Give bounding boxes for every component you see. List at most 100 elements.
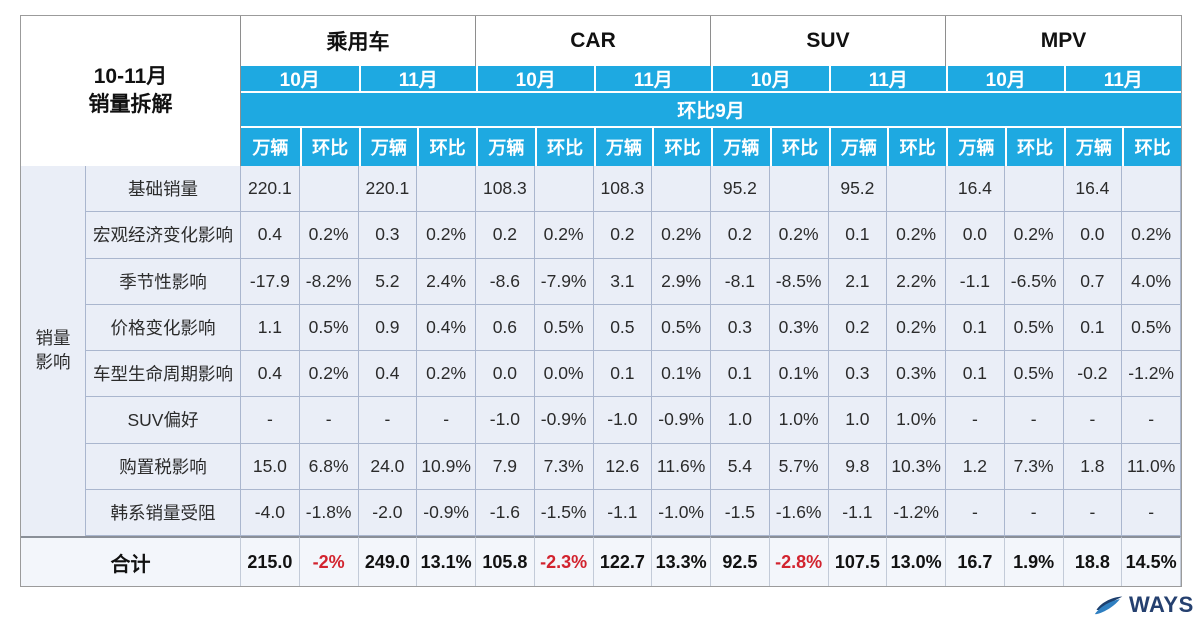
- data-cell: 0.5%: [1122, 304, 1181, 351]
- data-cell: 10.3%: [887, 443, 946, 490]
- subcol-header: 环比: [534, 126, 594, 166]
- data-cell: 0.0%: [534, 351, 594, 398]
- total-cell: 13.3%: [652, 536, 711, 586]
- total-cell: 105.8: [476, 536, 535, 586]
- data-cell: 9.8: [828, 443, 888, 490]
- data-cell: -1.1: [946, 258, 1005, 305]
- data-cell: 0.5%: [299, 304, 359, 351]
- data-cell: 0.2%: [417, 351, 476, 398]
- data-cell: 0.2%: [534, 212, 594, 259]
- data-cell: 7.9: [476, 443, 535, 490]
- data-cell: 220.1: [241, 166, 300, 213]
- row-label: 车型生命周期影响: [86, 351, 241, 398]
- data-cell: 0.5%: [652, 304, 711, 351]
- total-cell: 107.5: [828, 536, 888, 586]
- data-cell: 0.3%: [887, 351, 946, 398]
- data-cell: -: [299, 397, 359, 444]
- month-header: 10月: [476, 66, 594, 91]
- subcol-header: 环比: [769, 126, 829, 166]
- data-cell: 2.2%: [887, 258, 946, 305]
- data-cell: -8.5%: [769, 258, 829, 305]
- data-cell: -1.5%: [534, 489, 594, 536]
- data-cell: -: [358, 397, 418, 444]
- data-cell: -: [1063, 489, 1123, 536]
- data-cell: -1.2%: [1122, 351, 1181, 398]
- data-cell: -: [1004, 397, 1064, 444]
- data-cell: -0.2: [1063, 351, 1123, 398]
- data-cell: 0.1: [593, 351, 653, 398]
- data-cell: -8.2%: [299, 258, 359, 305]
- data-cell: -8.1: [711, 258, 770, 305]
- subcol-header: 环比: [887, 126, 946, 166]
- month-header: 10月: [241, 66, 359, 91]
- data-cell: -6.5%: [1004, 258, 1064, 305]
- data-cell: 0.1%: [769, 351, 829, 398]
- data-cell: 3.1: [593, 258, 653, 305]
- data-cell: 0.3%: [769, 304, 829, 351]
- data-cell: -0.9%: [534, 397, 594, 444]
- data-cell: 0.2%: [652, 212, 711, 259]
- total-cell: -2.3%: [534, 536, 594, 586]
- subcol-header: 万辆: [358, 126, 418, 166]
- data-cell: 0.1: [828, 212, 888, 259]
- total-cell: -2%: [299, 536, 359, 586]
- row-label: SUV偏好: [86, 397, 241, 444]
- data-cell: -2.0: [358, 489, 418, 536]
- data-cell: -1.8%: [299, 489, 359, 536]
- table-title: 10-11月 销量拆解: [21, 16, 241, 166]
- data-cell: -: [1004, 489, 1064, 536]
- data-cell: [652, 166, 711, 213]
- data-cell: -1.6: [476, 489, 535, 536]
- total-cell: 13.1%: [417, 536, 476, 586]
- data-cell: 0.5%: [1004, 304, 1064, 351]
- data-cell: 1.0%: [887, 397, 946, 444]
- data-cell: 0.1: [946, 304, 1005, 351]
- data-cell: 0.2: [711, 212, 770, 259]
- data-cell: 1.2: [946, 443, 1005, 490]
- data-cell: 0.2%: [887, 212, 946, 259]
- compare-period-header: 环比9月: [241, 91, 1181, 126]
- total-cell: 1.9%: [1004, 536, 1064, 586]
- data-cell: 0.3: [358, 212, 418, 259]
- data-cell: 0.4: [241, 212, 300, 259]
- data-cell: -1.0: [476, 397, 535, 444]
- table-title-line2: 销量拆解: [88, 93, 173, 116]
- month-header: 10月: [946, 66, 1064, 91]
- data-cell: 11.6%: [652, 443, 711, 490]
- data-cell: 1.0: [828, 397, 888, 444]
- data-cell: 0.0: [946, 212, 1005, 259]
- subcol-header: 万辆: [946, 126, 1005, 166]
- data-cell: 0.0: [1063, 212, 1123, 259]
- data-cell: [1122, 166, 1181, 213]
- data-cell: [1004, 166, 1064, 213]
- month-header: 11月: [593, 66, 711, 91]
- data-cell: 15.0: [241, 443, 300, 490]
- data-cell: 0.4: [241, 351, 300, 398]
- data-cell: 1.0%: [769, 397, 829, 444]
- data-cell: 0.6: [476, 304, 535, 351]
- subcol-header: 万辆: [1063, 126, 1123, 166]
- data-cell: 6.8%: [299, 443, 359, 490]
- data-cell: 2.9%: [652, 258, 711, 305]
- data-cell: 12.6: [593, 443, 653, 490]
- data-cell: 2.1: [828, 258, 888, 305]
- data-cell: 0.3: [828, 351, 888, 398]
- data-cell: 0.1: [711, 351, 770, 398]
- data-cell: -1.2%: [887, 489, 946, 536]
- data-cell: 0.3: [711, 304, 770, 351]
- data-cell: 7.3%: [534, 443, 594, 490]
- data-cell: 95.2: [828, 166, 888, 213]
- total-cell: 249.0: [358, 536, 418, 586]
- data-cell: 10.9%: [417, 443, 476, 490]
- table-title-line1: 10-11月: [93, 64, 168, 88]
- group-header-passenger-car: 乘用车: [241, 16, 476, 66]
- total-cell: 14.5%: [1122, 536, 1181, 586]
- data-cell: 0.9: [358, 304, 418, 351]
- total-cell: 92.5: [711, 536, 770, 586]
- data-cell: 0.0: [476, 351, 535, 398]
- data-cell: 5.2: [358, 258, 418, 305]
- data-cell: -: [1063, 397, 1123, 444]
- subcol-header: 环比: [1122, 126, 1181, 166]
- row-group-label: 销量 影响: [21, 166, 86, 536]
- data-cell: 95.2: [711, 166, 770, 213]
